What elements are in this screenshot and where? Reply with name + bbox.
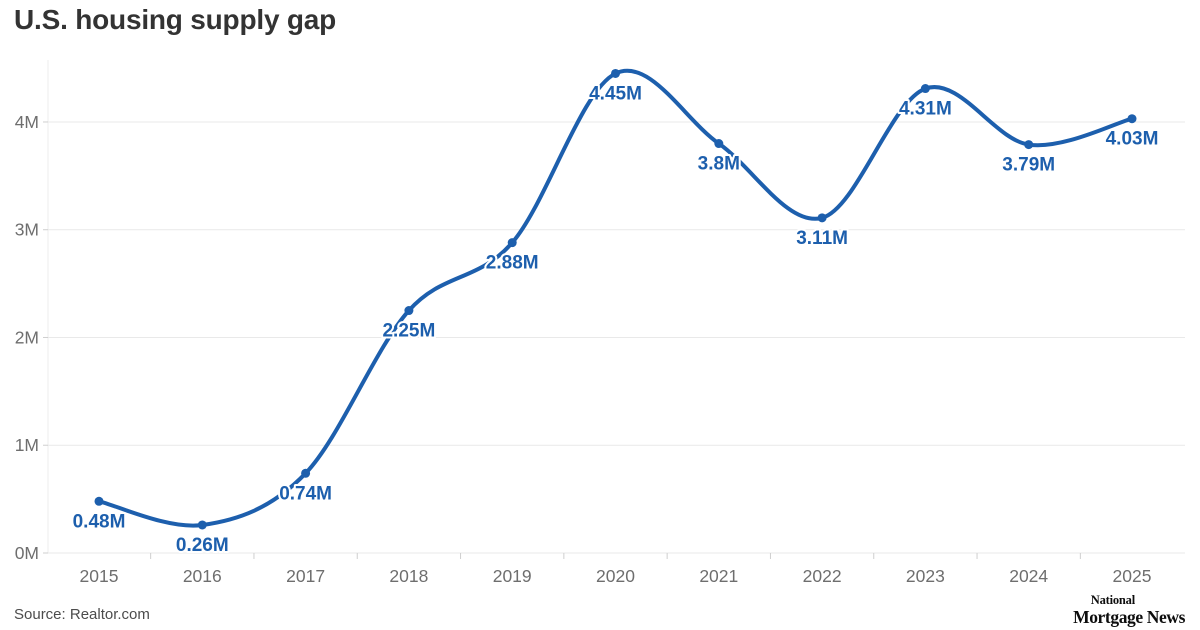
- data-point: [920, 84, 930, 94]
- x-axis-tick-label: 2015: [80, 566, 119, 586]
- data-point: [1024, 140, 1034, 150]
- x-axis-tick-label: 2016: [183, 566, 222, 586]
- data-point-label: 0.74M: [279, 483, 332, 504]
- x-axis-tick-label: 2018: [389, 566, 428, 586]
- series: 0.48M 0.26M 0.74M 2.25M 2.88M 4.45M 3.8M 3.11M 4…: [71, 68, 1160, 558]
- x-axis-tick-label: 2025: [1113, 566, 1152, 586]
- data-point: [611, 68, 620, 78]
- data-point-label: 3.79M: [1002, 155, 1055, 176]
- chart-title: U.S. housing supply gap: [14, 4, 337, 35]
- y-axis-tick-label: 4M: [15, 112, 39, 132]
- data-point: [507, 238, 517, 248]
- y-axis-tick-label: 1M: [15, 435, 39, 455]
- data-point-label: 0.48M: [73, 511, 126, 532]
- x-axis-tick-label: 2021: [699, 566, 738, 586]
- data-point-label: 4.45M: [589, 83, 642, 104]
- y-axis-tick-label: 3M: [15, 220, 39, 240]
- data-point-label: 3.11M: [796, 228, 848, 249]
- x-axis-tick-label: 2024: [1009, 566, 1048, 586]
- data-point-label: 2.88M: [486, 253, 539, 274]
- data-point: [301, 468, 311, 478]
- data-point: [714, 139, 724, 149]
- data-point: [404, 306, 414, 316]
- nmn-logo: National Mortgage News: [1073, 592, 1185, 627]
- nmn-logo-line2: Mortgage News: [1073, 606, 1185, 627]
- y-axis-tick-label: 2M: [15, 327, 39, 347]
- data-point-label: 2.25M: [382, 321, 435, 342]
- data-point: [94, 496, 104, 506]
- data-point: [817, 213, 827, 223]
- series-line: [97, 69, 1134, 528]
- source-note: Source: Realtor.com: [14, 606, 150, 623]
- data-point-label: 4.03M: [1106, 129, 1159, 150]
- data-point: [197, 520, 207, 530]
- nmn-logo-line1: National: [1090, 592, 1135, 607]
- x-axis-tick-label: 2022: [803, 566, 842, 586]
- data-point-label: 0.26M: [176, 535, 229, 556]
- x-axis-tick-label: 2020: [596, 566, 635, 586]
- data-point-label: 3.8M: [698, 154, 740, 175]
- y-axis-tick-label: 0M: [15, 543, 39, 563]
- x-axis-tick-label: 2023: [906, 566, 945, 586]
- data-point-label: 4.31M: [899, 99, 952, 120]
- axis-labels: 0M 1M 2M 3M 4M 2015 2016 2017 2018 2019 2020 2021 20…: [15, 112, 1152, 586]
- x-axis-tick-label: 2017: [286, 566, 325, 586]
- x-axis-tick-label: 2019: [493, 566, 532, 586]
- data-point: [1127, 114, 1137, 124]
- gridlines: [43, 60, 1185, 559]
